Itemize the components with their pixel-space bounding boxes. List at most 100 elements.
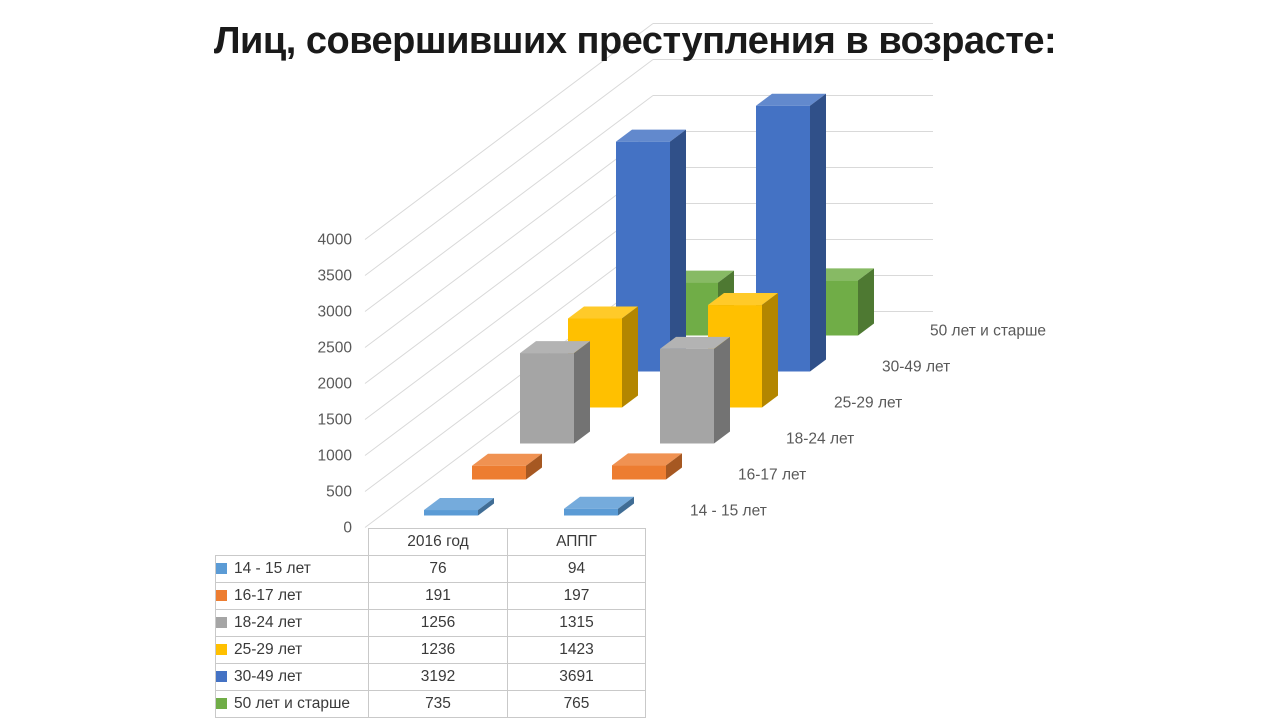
gridline-side-wall xyxy=(364,59,654,276)
table-value-cell: 3192 xyxy=(368,663,508,691)
bar-side-face xyxy=(714,336,730,444)
legend-label-cell: 16-17 лет xyxy=(215,582,369,610)
legend-swatch xyxy=(216,590,227,601)
bar-18-24-лет-col0 xyxy=(520,341,590,444)
table-row: 18-24 лет 1256 1315 xyxy=(215,609,646,637)
bar-top-face xyxy=(564,496,634,509)
table-row: 25-29 лет 1236 1423 xyxy=(215,636,646,664)
table-value-cell: 94 xyxy=(507,555,646,583)
bar-side-face xyxy=(810,93,826,372)
bar-14---15-лет-col0 xyxy=(424,498,494,516)
bar-top-face xyxy=(568,306,638,319)
legend-label: 30-49 лет xyxy=(234,668,303,685)
table-value-cell: 76 xyxy=(368,555,508,583)
gridline-side-wall xyxy=(364,203,654,420)
bar-18-24-лет-col1 xyxy=(660,336,730,444)
legend-swatch xyxy=(216,644,227,655)
chart-data-table: 2016 год АППГ 14 - 15 лет 76 94 16-17 лет 19… xyxy=(215,528,646,718)
table-value-cell: 1423 xyxy=(507,636,646,664)
table-row: 50 лет и старше 735 765 xyxy=(215,690,646,718)
legend-label-cell: 25-29 лет xyxy=(215,636,369,664)
table-value-cell: 1256 xyxy=(368,609,508,637)
depth-axis-labels: 14 - 15 лет 16-17 лет 18-24 лет 25-29 лет 30… xyxy=(690,323,1046,520)
bar-front-face xyxy=(612,465,666,480)
bar-top-face xyxy=(424,498,494,511)
legend-label-cell: 18-24 лет xyxy=(215,609,369,637)
value-axis-tick-label: 1500 xyxy=(318,412,353,429)
bars xyxy=(424,93,874,516)
value-axis-tick-label: 3000 xyxy=(318,304,353,321)
depth-axis-label: 18-24 лет xyxy=(786,431,854,448)
gridline-side-wall xyxy=(364,167,654,384)
table-value-cell: 735 xyxy=(368,690,508,718)
table-row: 30-49 лет 3192 3691 xyxy=(215,663,646,691)
depth-axis-label: 14 - 15 лет xyxy=(690,503,767,520)
table-value-cell: 1236 xyxy=(368,636,508,664)
legend-label: 25-29 лет xyxy=(234,641,303,658)
legend-swatch xyxy=(216,698,227,709)
column-header-appg: АППГ xyxy=(507,528,646,556)
depth-axis-label: 25-29 лет xyxy=(834,395,902,412)
depth-axis-label: 30-49 лет xyxy=(882,359,950,376)
table-value-cell: 3691 xyxy=(507,663,646,691)
data-table-corner xyxy=(216,529,369,556)
legend-label-cell: 14 - 15 лет xyxy=(215,555,369,583)
value-axis-tick-label: 1000 xyxy=(318,448,353,465)
bar-top-face xyxy=(520,341,590,354)
bar-side-face xyxy=(622,306,638,408)
bar-front-face xyxy=(660,348,714,444)
bar-side-face xyxy=(762,293,778,408)
gridline-side-wall xyxy=(364,131,654,348)
bar-side-face xyxy=(618,496,634,516)
legend-label-cell: 30-49 лет xyxy=(215,663,369,691)
bar-25-29-лет-col1 xyxy=(708,293,778,408)
bar-14---15-лет-col1 xyxy=(564,496,634,516)
table-row: 14 - 15 лет 76 94 xyxy=(215,555,646,583)
bar-side-face xyxy=(666,453,682,480)
table-row: 16-17 лет 191 197 xyxy=(215,582,646,610)
value-axis-tick-label: 2000 xyxy=(318,376,353,393)
bar-top-face xyxy=(708,293,778,306)
chart-title: Лиц, совершивших преступления в возрасте… xyxy=(213,20,1057,62)
bar-top-face xyxy=(616,129,686,142)
column-header-2016: 2016 год xyxy=(368,528,508,556)
bar-front-face xyxy=(424,510,478,516)
bar-top-face xyxy=(472,453,542,466)
bar-side-face xyxy=(574,341,590,444)
bar-side-face xyxy=(858,268,874,336)
value-axis-tick-label: 4000 xyxy=(318,232,353,249)
legend-label-cell: 50 лет и старше xyxy=(215,690,369,718)
bar-side-face xyxy=(526,453,542,480)
bar-top-face xyxy=(660,336,730,349)
bar-16-17-лет-col0 xyxy=(472,453,542,480)
bar-30-49-лет-col0 xyxy=(616,129,686,372)
legend-label: 14 - 15 лет xyxy=(234,560,311,577)
value-axis-tick-label: 2500 xyxy=(318,340,353,357)
value-axis-tick-label: 0 xyxy=(343,520,352,537)
depth-axis-label: 50 лет и старше xyxy=(930,323,1046,340)
bar-side-face xyxy=(670,129,686,372)
bar-front-face xyxy=(564,508,618,516)
legend-swatch xyxy=(216,617,227,628)
table-value-cell: 1315 xyxy=(507,609,646,637)
bar-front-face xyxy=(472,465,526,480)
data-table-header-row: 2016 год АППГ xyxy=(216,528,646,556)
legend-label: 18-24 лет xyxy=(234,614,303,631)
gridline-side-wall xyxy=(364,95,654,312)
legend-label: 50 лет и старше xyxy=(234,695,351,712)
bar-top-face xyxy=(756,93,826,106)
table-value-cell: 765 xyxy=(507,690,646,718)
value-axis-tick-label: 500 xyxy=(326,484,352,501)
gridline-side-wall xyxy=(364,239,654,456)
gridline-side-wall xyxy=(364,23,654,240)
depth-axis-label: 16-17 лет xyxy=(738,467,806,484)
legend-swatch xyxy=(216,563,227,574)
table-value-cell: 197 xyxy=(507,582,646,610)
legend-swatch xyxy=(216,671,227,682)
value-axis-labels: 0 500 1000 1500 2000 2500 3000 3500 4000 xyxy=(318,232,353,537)
bar-16-17-лет-col1 xyxy=(612,453,682,480)
legend-label: 16-17 лет xyxy=(234,587,303,604)
value-axis-tick-label: 3500 xyxy=(318,268,353,285)
